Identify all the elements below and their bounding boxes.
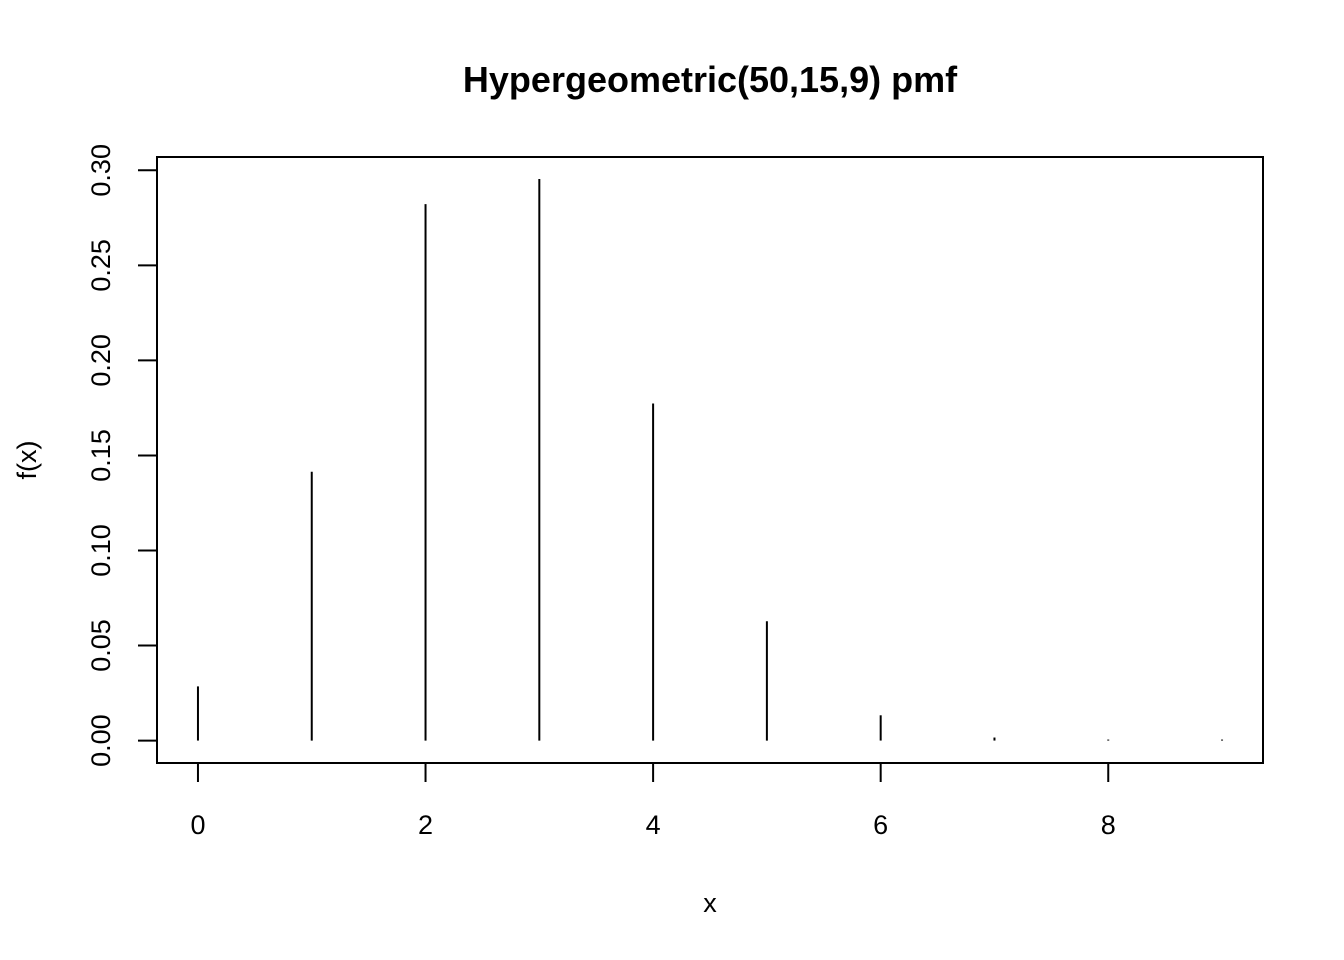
y-tick-label: 0.30 [86, 144, 116, 197]
x-tick-label: 8 [1101, 810, 1116, 840]
plot-frame [157, 157, 1263, 763]
y-axis: 0.00 0.05 0.10 0.15 0.20 0.25 0.30 [86, 144, 157, 767]
x-axis: 0 2 4 6 8 [190, 763, 1115, 840]
x-axis-label: x [703, 888, 717, 918]
y-tick-label: 0.20 [86, 334, 116, 387]
y-tick-label: 0.00 [86, 714, 116, 767]
y-axis-label: f(x) [12, 441, 42, 480]
y-tick-label: 0.05 [86, 619, 116, 672]
x-tick-label: 0 [190, 810, 205, 840]
x-tick-label: 2 [418, 810, 433, 840]
x-tick-label: 4 [646, 810, 661, 840]
x-tick-label: 6 [873, 810, 888, 840]
pmf-spikes [198, 179, 1222, 741]
y-tick-label: 0.25 [86, 239, 116, 292]
chart-title: Hypergeometric(50,15,9) pmf [463, 59, 958, 100]
y-tick-label: 0.15 [86, 429, 116, 482]
y-tick-label: 0.10 [86, 524, 116, 577]
